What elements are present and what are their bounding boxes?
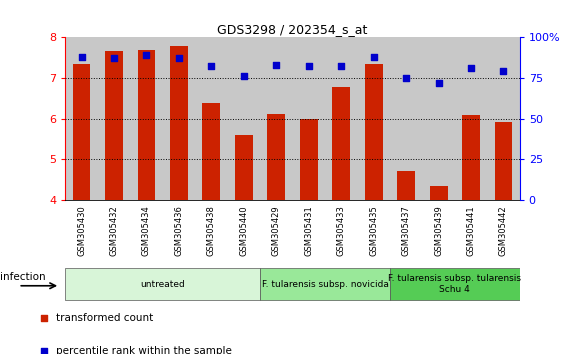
Point	[304, 64, 314, 69]
FancyBboxPatch shape	[390, 268, 520, 300]
Bar	[332, 87, 350, 200]
Text: untreated: untreated	[140, 280, 185, 289]
Bar	[268, 114, 285, 200]
Text: GSM305442: GSM305442	[499, 205, 508, 256]
Bar	[235, 135, 253, 200]
Text: GSM305438: GSM305438	[207, 205, 216, 256]
Text: GSM305429: GSM305429	[272, 205, 281, 256]
Point	[40, 315, 49, 321]
Bar	[423, 37, 455, 200]
Text: infection: infection	[0, 272, 45, 282]
Bar	[495, 122, 512, 200]
Text: GSM305436: GSM305436	[174, 205, 183, 256]
Bar	[300, 119, 318, 200]
Bar	[170, 46, 188, 200]
Text: GSM305431: GSM305431	[304, 205, 313, 256]
Point	[337, 64, 346, 69]
Text: F. tularensis subsp. novicida: F. tularensis subsp. novicida	[261, 280, 389, 289]
Text: GSM305441: GSM305441	[466, 205, 475, 256]
Point	[40, 348, 49, 354]
Text: GSM305430: GSM305430	[77, 205, 86, 256]
Bar	[390, 37, 423, 200]
Point	[499, 69, 508, 74]
Point	[434, 80, 443, 86]
Text: GSM305440: GSM305440	[239, 205, 248, 256]
FancyBboxPatch shape	[260, 268, 390, 300]
Bar	[130, 37, 162, 200]
Bar	[397, 171, 415, 200]
Point	[142, 52, 151, 58]
Bar	[462, 115, 480, 200]
Text: transformed count: transformed count	[56, 313, 153, 323]
Point	[369, 54, 378, 59]
Point	[272, 62, 281, 68]
Point	[174, 56, 183, 61]
Bar	[162, 37, 195, 200]
Bar	[98, 37, 130, 200]
Bar	[260, 37, 293, 200]
Bar	[365, 64, 383, 200]
Point	[466, 65, 475, 71]
Bar	[73, 64, 90, 200]
Bar	[65, 37, 98, 200]
Bar	[195, 37, 228, 200]
Text: GSM305432: GSM305432	[110, 205, 119, 256]
Bar	[325, 37, 357, 200]
Bar	[357, 37, 390, 200]
Text: GSM305439: GSM305439	[434, 205, 443, 256]
Bar	[202, 103, 220, 200]
Bar	[487, 37, 520, 200]
Bar	[137, 50, 156, 200]
Point	[207, 64, 216, 69]
Text: GSM305435: GSM305435	[369, 205, 378, 256]
Point	[402, 75, 411, 81]
Text: GSM305433: GSM305433	[337, 205, 346, 256]
Point	[239, 73, 248, 79]
Bar	[105, 51, 123, 200]
Point	[110, 56, 119, 61]
Bar	[293, 37, 325, 200]
Title: GDS3298 / 202354_s_at: GDS3298 / 202354_s_at	[218, 23, 367, 36]
Text: percentile rank within the sample: percentile rank within the sample	[56, 346, 232, 354]
Point	[77, 54, 86, 59]
Text: F. tularensis subsp. tularensis
Schu 4: F. tularensis subsp. tularensis Schu 4	[389, 274, 521, 294]
Bar	[228, 37, 260, 200]
Bar	[429, 186, 448, 200]
Text: GSM305437: GSM305437	[402, 205, 411, 256]
Text: GSM305434: GSM305434	[142, 205, 151, 256]
FancyBboxPatch shape	[65, 268, 260, 300]
Bar	[455, 37, 487, 200]
